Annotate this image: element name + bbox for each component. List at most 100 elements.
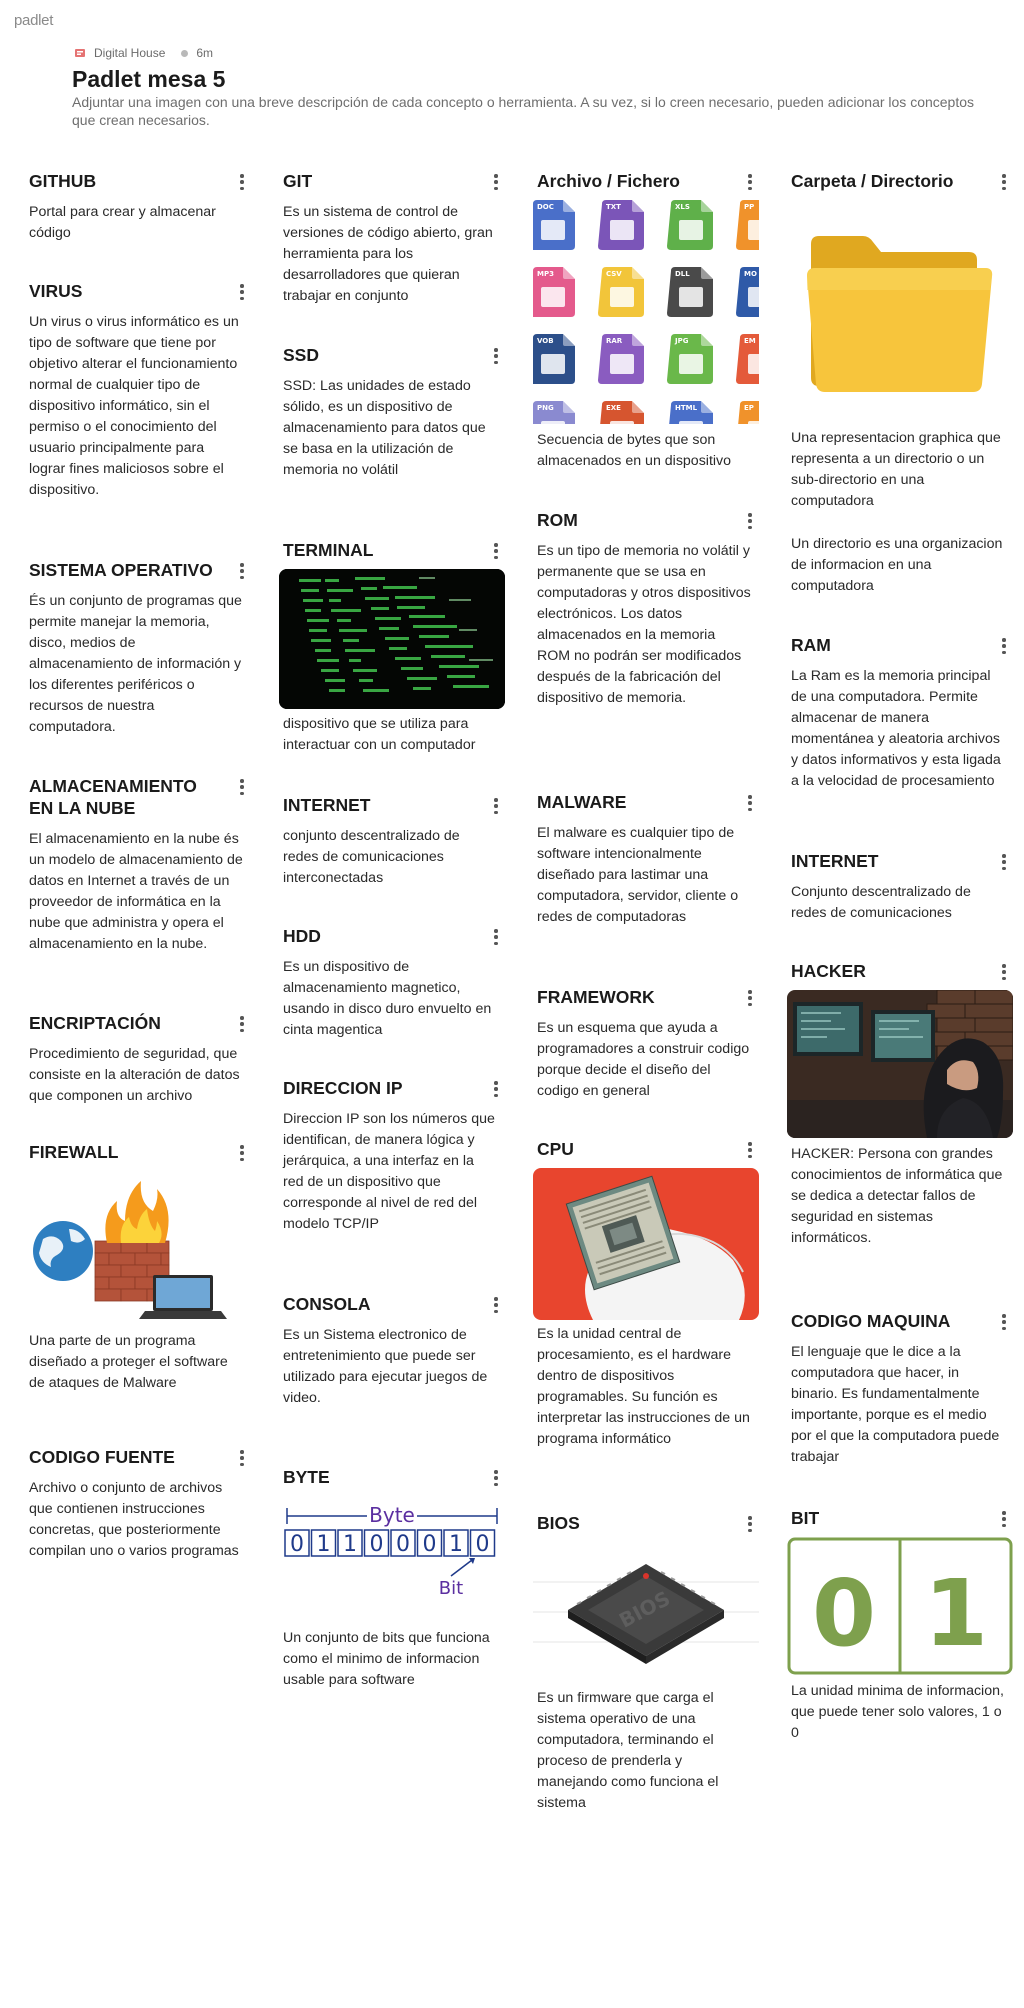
terminal-image [279, 569, 505, 709]
file-type-label: EM [744, 337, 756, 345]
more-options-icon[interactable] [239, 284, 245, 300]
cpu-image [533, 1168, 759, 1320]
file-type-label: PNG [537, 404, 554, 412]
post-body: Es un dispositivo de almacenamiento magn… [283, 959, 492, 1038]
bit-cell [469, 1529, 496, 1557]
more-options-icon[interactable] [493, 929, 499, 945]
post-title: FRAMEWORK [537, 987, 655, 1007]
more-options-icon[interactable] [1001, 174, 1007, 190]
post-title: FIREWALL [29, 1142, 119, 1162]
file-type-label: PP [744, 203, 754, 211]
post-body: Un conjunto de bits que funciona como el… [283, 1630, 490, 1688]
file-glyph [748, 287, 759, 307]
more-options-icon[interactable] [747, 1516, 753, 1532]
file-type-label: XLS [675, 203, 690, 211]
folder-image [787, 204, 1013, 414]
more-options-icon[interactable] [493, 174, 499, 190]
post-title: CPU [537, 1139, 574, 1159]
more-options-icon[interactable] [1001, 964, 1007, 980]
post-body-secondary: Un directorio es una organizacion de inf… [791, 536, 1003, 594]
post-body: Secuencia de bytes que son almacenados e… [537, 432, 732, 469]
post-title: BYTE [283, 1467, 330, 1487]
bit-value: 0 [290, 1532, 304, 1557]
more-options-icon[interactable] [239, 563, 245, 579]
bit-value: 1 [317, 1532, 331, 1557]
file-glyph [748, 421, 759, 424]
more-options-icon[interactable] [493, 798, 499, 814]
file-glyph [610, 287, 634, 307]
more-options-icon[interactable] [493, 348, 499, 364]
post-title: GITHUB [29, 171, 97, 191]
separator-dot [181, 49, 189, 57]
more-options-icon[interactable] [239, 1016, 245, 1032]
file-type-icon: MP3 [533, 267, 575, 317]
file-glyph [610, 421, 634, 424]
bit-cell [443, 1529, 469, 1557]
more-options-icon[interactable] [239, 779, 245, 795]
post-title: CONSOLA [283, 1294, 371, 1314]
file-type-icon: EXE [600, 401, 644, 424]
post-body: El almacenamiento en la nube és un model… [29, 831, 243, 952]
post-title: INTERNET [791, 851, 879, 871]
file-type-icon: DOC [533, 200, 575, 250]
more-options-icon[interactable] [747, 795, 753, 811]
author-name[interactable]: Digital House [94, 46, 166, 60]
file-glyph [541, 354, 565, 374]
bit-image: 0 1 [787, 1537, 1013, 1675]
more-options-icon[interactable] [239, 1450, 245, 1466]
more-options-icon[interactable] [1001, 854, 1007, 870]
post-body: La Ram es la memoria principal de una co… [791, 668, 1001, 789]
post-body: Es un sistema de control de versiones de… [283, 204, 493, 304]
post-title: MALWARE [537, 792, 627, 812]
post-body: El lenguaje que le dice a la computadora… [791, 1344, 1000, 1465]
file-icons-image: DOC TXT XLS PP MP3 CSV DLL MO VOB RAR JPG EM PNG EXE H… [533, 200, 759, 424]
more-options-icon[interactable] [747, 990, 753, 1006]
post-title: DIRECCION IP [283, 1078, 403, 1098]
board-meta: Digital House 6m [74, 46, 213, 60]
file-type-icon: CSV [598, 267, 644, 317]
file-type-label: RAR [606, 337, 623, 345]
file-glyph [610, 220, 634, 240]
more-options-icon[interactable] [493, 1470, 499, 1486]
more-options-icon[interactable] [747, 513, 753, 529]
file-glyph [679, 287, 703, 307]
file-type-label: CSV [606, 270, 622, 278]
more-options-icon[interactable] [493, 1081, 499, 1097]
more-options-icon[interactable] [493, 543, 499, 559]
post-title: HACKER [791, 961, 866, 981]
post-body: Conjunto descentralizado de redes de com… [791, 884, 971, 921]
post-body: dispositivo que se utiliza para interact… [283, 716, 476, 753]
more-options-icon[interactable] [239, 174, 245, 190]
bit-value: 1 [343, 1532, 357, 1557]
post-title: BIOS [537, 1513, 580, 1533]
more-options-icon[interactable] [1001, 1314, 1007, 1330]
file-type-icon: VOB [533, 334, 575, 384]
file-type-label: JPG [674, 337, 689, 345]
file-type-icon: EP [738, 401, 759, 424]
bit-value: 0 [370, 1532, 384, 1557]
more-options-icon[interactable] [747, 1142, 753, 1158]
bit-value: 1 [449, 1532, 463, 1557]
post-title: BIT [791, 1508, 820, 1528]
file-glyph [541, 220, 565, 240]
hacker-image [787, 990, 1013, 1138]
padlet-logo[interactable]: padlet [14, 12, 54, 29]
more-options-icon[interactable] [493, 1297, 499, 1313]
post-body: Procedimiento de seguridad, que consiste… [29, 1046, 240, 1104]
more-options-icon[interactable] [1001, 1511, 1007, 1527]
file-type-label: DOC [537, 203, 554, 211]
post-title: VIRUS [29, 281, 83, 301]
bit-cell [416, 1529, 443, 1557]
file-type-label: MP3 [537, 270, 554, 278]
post-title: ALMACENAMIENTO EN LA NUBE [29, 776, 197, 818]
bit-cell [363, 1529, 390, 1557]
post-body: Es un tipo de memoria no volátil y perma… [537, 543, 751, 706]
more-options-icon[interactable] [239, 1145, 245, 1161]
bit-cell [390, 1529, 416, 1557]
file-type-icon: MO [736, 267, 759, 317]
more-options-icon[interactable] [1001, 638, 1007, 654]
post-body: Archivo o conjunto de archivos que conti… [29, 1480, 239, 1559]
bit-value: 0 [396, 1532, 410, 1557]
more-options-icon[interactable] [747, 174, 753, 190]
post-body: Es la unidad central de procesamiento, e… [537, 1326, 750, 1447]
